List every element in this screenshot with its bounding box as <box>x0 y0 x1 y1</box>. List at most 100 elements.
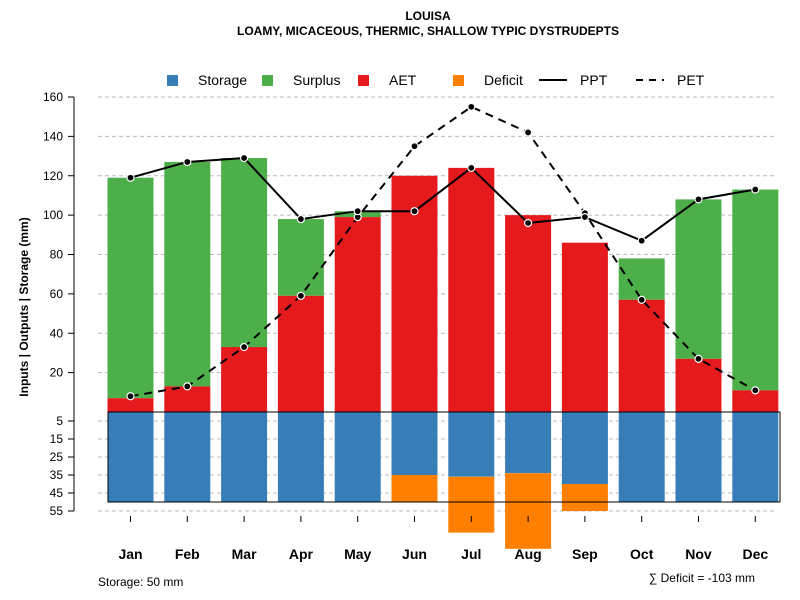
ppt-point <box>751 185 760 194</box>
legend-swatch-surplus <box>262 75 273 86</box>
x-tick-label: Jul <box>461 546 481 562</box>
storage-bar <box>675 412 722 502</box>
aet-bar <box>505 215 552 412</box>
y-tick-label: 35 <box>50 468 64 482</box>
chart-subtitle: LOAMY, MICACEOUS, THERMIC, SHALLOW TYPIC… <box>237 24 619 38</box>
y-tick-label: 15 <box>50 432 64 446</box>
y-tick-label: 25 <box>50 450 64 464</box>
ppt-point <box>353 207 362 216</box>
aet-bar <box>277 295 324 412</box>
storage-bar <box>732 412 779 502</box>
chart-title: LOUISA <box>405 9 451 23</box>
legend-swatch-aet <box>358 75 369 86</box>
y-tick-label: 45 <box>50 486 64 500</box>
storage-note: Storage: 50 mm <box>98 575 183 589</box>
aet-bar <box>448 167 495 412</box>
y-axis-label: Inputs | Outputs | Storage (mm) <box>17 217 31 396</box>
y-tick-label: 100 <box>43 208 63 222</box>
legend-swatch-deficit <box>453 75 464 86</box>
storage-bar <box>221 412 268 502</box>
surplus-bar <box>277 219 324 296</box>
legend-label-surplus: Surplus <box>293 72 340 88</box>
storage-bar <box>107 412 154 502</box>
pet-line <box>130 105 756 398</box>
storage-bar <box>164 412 211 502</box>
x-tick-label: Sep <box>572 546 598 562</box>
y-tick-label: 40 <box>50 326 64 340</box>
surplus-bar <box>164 161 211 387</box>
x-tick-label: Jan <box>118 546 142 562</box>
pet-point <box>183 382 192 391</box>
ppt-point <box>637 236 646 245</box>
ppt-point <box>580 212 590 222</box>
legend-label-deficit: Deficit <box>484 72 523 88</box>
surplus-bar <box>221 158 268 348</box>
surplus-bar <box>618 258 665 300</box>
aet-bar <box>334 217 381 412</box>
storage-bar <box>334 412 381 502</box>
x-tick-label: Aug <box>514 546 541 562</box>
surplus-bar <box>675 199 722 359</box>
deficit-bar <box>505 473 552 549</box>
storage-bar <box>561 412 608 484</box>
y-tick-label: 60 <box>50 287 64 301</box>
deficit-bar <box>391 475 438 502</box>
y-tick-label: 20 <box>50 366 64 380</box>
ppt-point <box>523 218 533 228</box>
x-tick-label: Feb <box>175 546 200 562</box>
bars <box>107 158 779 549</box>
legend: Storage Surplus AET Deficit PPT PET <box>167 72 705 88</box>
aet-bar <box>164 386 211 412</box>
legend-label-storage: Storage <box>198 72 247 88</box>
ppt-point <box>694 195 703 204</box>
ppt-point <box>296 214 305 224</box>
storage-bar <box>505 412 552 474</box>
ppt-point <box>126 173 135 182</box>
x-tick-label: Mar <box>232 546 257 562</box>
legend-label-ppt: PPT <box>580 72 608 88</box>
surplus-bar <box>732 189 779 391</box>
deficit-bar <box>448 476 495 533</box>
aet-bar <box>561 242 608 412</box>
pet-point <box>126 392 135 401</box>
ppt-point <box>183 157 192 167</box>
x-tick-label: Dec <box>742 546 768 562</box>
y-tick-label: 5 <box>56 414 63 428</box>
deficit-bar <box>561 484 608 511</box>
ppt-point <box>410 207 419 216</box>
y-tick-label: 140 <box>43 129 63 143</box>
storage-capacity-box <box>107 411 781 503</box>
pet-point <box>410 142 419 151</box>
legend-swatch-storage <box>167 75 178 86</box>
pet-point <box>523 128 533 137</box>
pet-point <box>467 102 476 111</box>
legend-label-pet: PET <box>677 72 705 88</box>
pet-point <box>694 354 703 363</box>
surplus-bar <box>107 177 154 399</box>
x-tick-label: Jun <box>402 546 427 562</box>
pet-point <box>296 291 305 300</box>
axes: 20 40 60 80 100 120 140 160 5 15 25 35 45 55 Jan Feb Mar… <box>43 90 781 562</box>
storage-bar <box>618 412 665 502</box>
pet-point <box>637 295 646 304</box>
ppt-point <box>467 163 476 172</box>
x-tick-label: Oct <box>630 546 654 562</box>
ppt-line <box>130 157 756 242</box>
y-tick-label: 55 <box>50 504 64 518</box>
y-tick-label: 120 <box>43 169 63 183</box>
aet-bar <box>618 299 665 412</box>
aet-bar <box>732 390 779 412</box>
x-tick-label: Apr <box>289 546 314 562</box>
x-tick-label: May <box>344 546 371 562</box>
series-lines <box>126 102 760 401</box>
y-tick-label: 80 <box>50 248 64 262</box>
aet-bar <box>221 347 268 412</box>
x-tick-label: Nov <box>685 546 712 562</box>
storage-bar <box>448 412 495 477</box>
storage-bar <box>391 412 438 475</box>
y-tick-label: 160 <box>43 90 63 104</box>
deficit-note: ∑ Deficit = -103 mm <box>649 571 755 585</box>
ppt-point <box>240 153 249 163</box>
pet-point <box>240 342 249 352</box>
